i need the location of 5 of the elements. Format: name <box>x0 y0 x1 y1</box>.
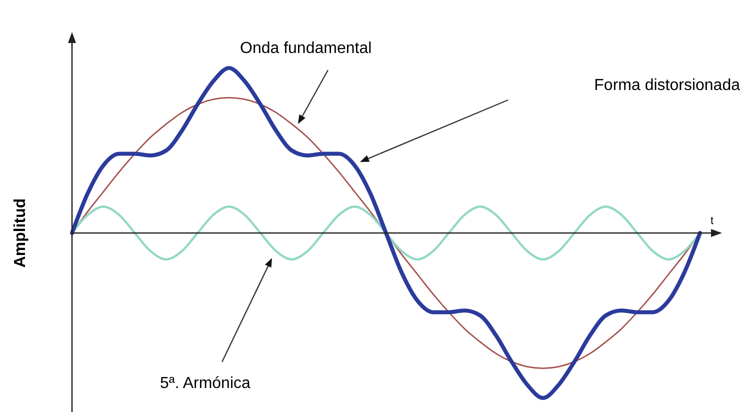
x-axis-title: t <box>710 215 714 227</box>
text: Onda fundamental <box>240 40 372 57</box>
y-axis-title: Amplitud <box>12 198 29 268</box>
annotation: Forma distorsionada <box>594 77 740 94</box>
annotation: 5ª. Armónica <box>160 375 251 392</box>
